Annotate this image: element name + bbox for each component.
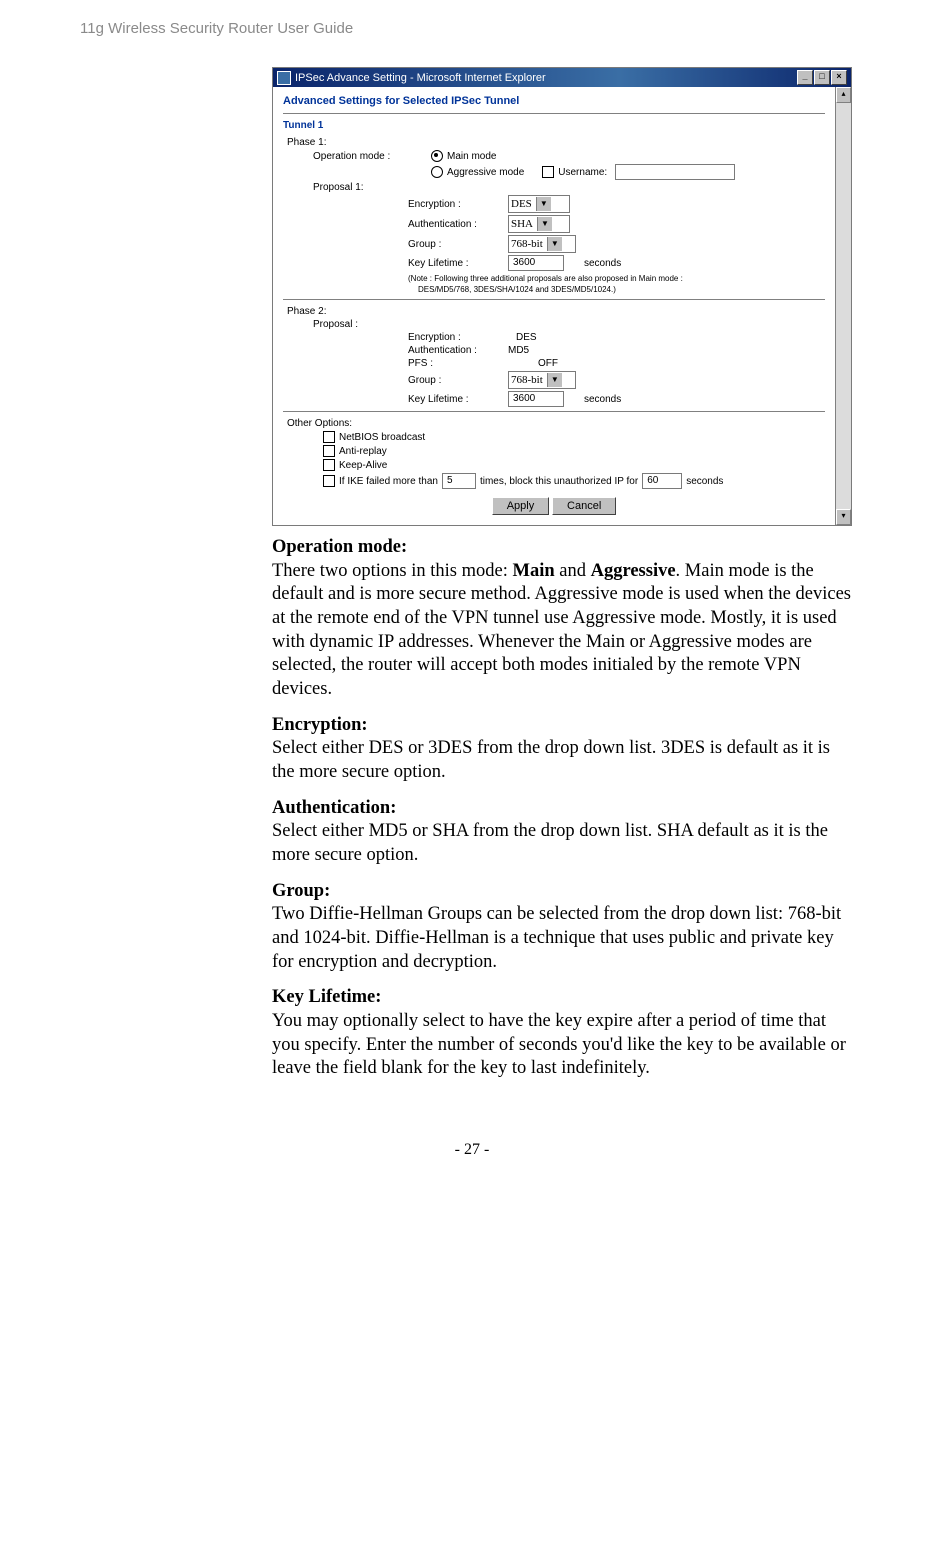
encryption-text: Select either DES or 3DES from the drop … (272, 738, 830, 782)
aggressive-mode-radio[interactable] (431, 166, 443, 178)
key-lifetime2-input[interactable]: 3600 (508, 391, 564, 407)
main-mode-label: Main mode (447, 151, 496, 162)
pfs-label: PFS : (283, 358, 508, 369)
seconds-label: seconds (686, 476, 723, 487)
anti-replay-checkbox[interactable] (323, 445, 335, 457)
page-header: 11g Wireless Security Router User Guide (80, 20, 864, 37)
window-title: IPSec Advance Setting - Microsoft Intern… (295, 72, 546, 84)
main-mode-radio[interactable] (431, 150, 443, 162)
operation-mode-heading: Operation mode: (272, 537, 407, 557)
ike-checkbox[interactable] (323, 475, 335, 487)
anti-replay-label: Anti-replay (339, 446, 387, 457)
authentication-label: Authentication : (283, 219, 508, 230)
group2-label: Group : (283, 375, 508, 386)
ie-window: IPSec Advance Setting - Microsoft Intern… (272, 67, 852, 526)
key-lifetime-input[interactable]: 3600 (508, 255, 564, 271)
page-number: - 27 - (80, 1141, 864, 1159)
divider (283, 113, 825, 114)
aggressive-mode-label: Aggressive mode (447, 167, 524, 178)
ike-times-input[interactable]: 5 (442, 473, 476, 489)
operation-mode-label: Operation mode : (283, 151, 431, 162)
chevron-down-icon: ▼ (547, 373, 562, 387)
divider (283, 411, 825, 412)
chevron-down-icon: ▼ (537, 217, 552, 231)
divider (283, 299, 825, 300)
keep-alive-label: Keep-Alive (339, 460, 387, 471)
chevron-down-icon: ▼ (536, 197, 551, 211)
window-titlebar: IPSec Advance Setting - Microsoft Intern… (273, 68, 851, 87)
key-lifetime-text: You may optionally select to have the ke… (272, 1011, 846, 1078)
encryption2-value: DES (516, 332, 537, 343)
cancel-button[interactable]: Cancel (552, 497, 616, 515)
authentication-text: Select either MD5 or SHA from the drop d… (272, 821, 828, 865)
keep-alive-checkbox[interactable] (323, 459, 335, 471)
authentication-heading: Authentication: (272, 798, 396, 818)
phase2-label: Phase 2: (287, 306, 825, 317)
ike-label-a: If IKE failed more than (339, 476, 438, 487)
scroll-down-icon[interactable]: ▾ (836, 509, 851, 525)
group-select[interactable]: 768-bit▼ (508, 235, 576, 253)
authentication-select[interactable]: SHA▼ (508, 215, 570, 233)
group-label: Group : (283, 239, 508, 250)
authentication2-value: MD5 (508, 345, 529, 356)
key-lifetime-heading: Key Lifetime: (272, 987, 381, 1007)
page-title: Advanced Settings for Selected IPSec Tun… (283, 95, 825, 107)
note-text: (Note : Following three additional propo… (408, 273, 825, 295)
pfs-value: OFF (538, 358, 558, 369)
netbios-checkbox[interactable] (323, 431, 335, 443)
encryption-label: Encryption : (283, 199, 508, 210)
ie-icon (277, 71, 291, 85)
tunnel-label: Tunnel 1 (283, 120, 825, 131)
close-button[interactable]: × (831, 70, 847, 85)
seconds-label: seconds (584, 258, 621, 269)
minimize-button[interactable]: _ (797, 70, 813, 85)
scroll-up-icon[interactable]: ▴ (836, 87, 851, 103)
chevron-down-icon: ▼ (547, 237, 562, 251)
ike-seconds-input[interactable]: 60 (642, 473, 682, 489)
group-text: Two Diffie-Hellman Groups can be selecte… (272, 904, 841, 971)
proposal-label: Proposal : (283, 319, 431, 330)
group-heading: Group: (272, 881, 330, 901)
key-lifetime2-label: Key Lifetime : (283, 394, 508, 405)
proposal1-label: Proposal 1: (283, 182, 431, 193)
username-checkbox[interactable] (542, 166, 554, 178)
vertical-scrollbar[interactable]: ▴ ▾ (835, 87, 851, 525)
seconds-label: seconds (584, 394, 621, 405)
netbios-label: NetBIOS broadcast (339, 432, 425, 443)
authentication2-label: Authentication : (283, 345, 508, 356)
apply-button[interactable]: Apply (492, 497, 550, 515)
username-label: Username: (558, 167, 607, 178)
key-lifetime-label: Key Lifetime : (283, 258, 508, 269)
encryption2-label: Encryption : (283, 332, 508, 343)
encryption-select[interactable]: DES▼ (508, 195, 570, 213)
group2-select[interactable]: 768-bit▼ (508, 371, 576, 389)
encryption-heading: Encryption: (272, 715, 368, 735)
ike-label-b: times, block this unauthorized IP for (480, 476, 638, 487)
username-input[interactable] (615, 164, 735, 180)
maximize-button[interactable]: □ (814, 70, 830, 85)
phase1-label: Phase 1: (287, 137, 825, 148)
other-options-label: Other Options: (287, 418, 825, 429)
